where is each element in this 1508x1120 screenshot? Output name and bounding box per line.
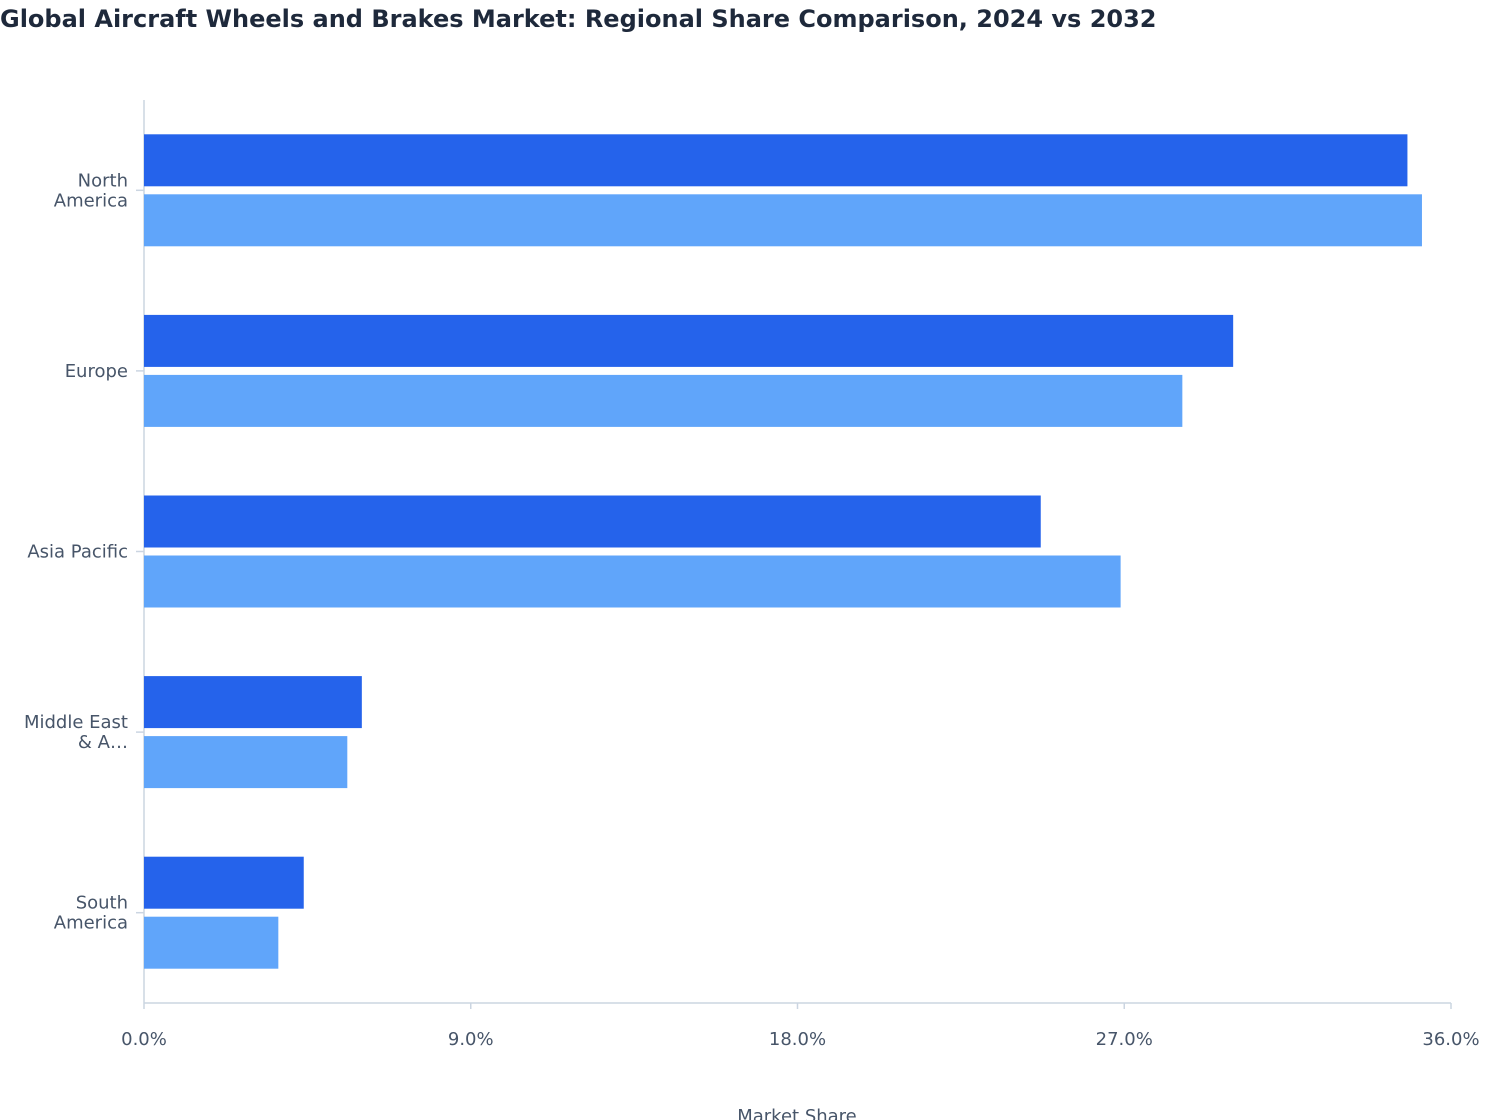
bar [144, 374, 1183, 427]
y-tick-label: Europe [65, 361, 128, 382]
bar [144, 314, 1234, 367]
chart-title: Global Aircraft Wheels and Brakes Market… [0, 5, 1157, 33]
x-tick-label: 27.0% [1096, 1029, 1153, 1050]
y-tick-label: Middle East & A… [24, 712, 128, 753]
bar [144, 555, 1121, 608]
bar [144, 676, 362, 729]
bar [144, 856, 304, 909]
bar [144, 134, 1408, 187]
bar [144, 736, 348, 789]
x-tick-label: 0.0% [121, 1029, 167, 1050]
x-axis-title: Market Share [737, 1106, 857, 1120]
bar [144, 495, 1041, 548]
y-tick-label: Asia Pacific [27, 542, 128, 563]
x-tick-label: 9.0% [448, 1029, 494, 1050]
bar [144, 916, 279, 969]
y-tick-label: South America [54, 893, 128, 934]
x-tick-label: 36.0% [1422, 1029, 1479, 1050]
y-tick-label: North America [54, 170, 128, 211]
bar [144, 194, 1422, 247]
x-tick-label: 18.0% [769, 1029, 826, 1050]
